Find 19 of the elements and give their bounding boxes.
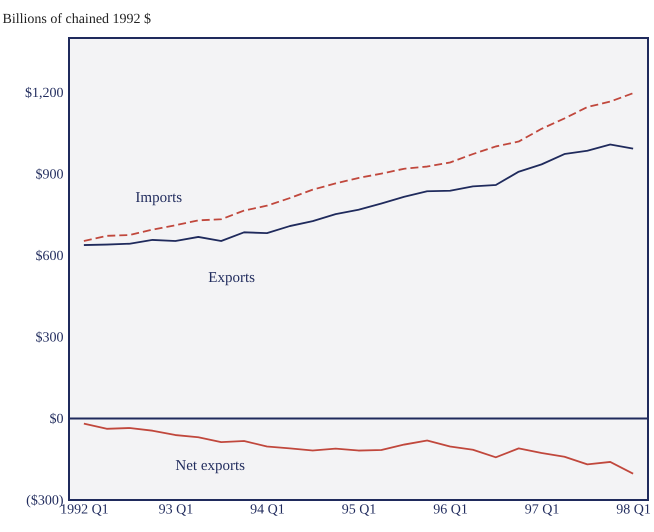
- y-tick-label: $0: [50, 412, 64, 427]
- y-tick-label: ($300): [26, 494, 64, 508]
- line-series: [82, 422, 634, 475]
- y-tick-label: $1,200: [25, 86, 64, 101]
- y-tick-label: $600: [36, 248, 64, 264]
- y-tick-label: $900: [36, 167, 64, 182]
- y-axis-title: Billions of chained 1992 $: [2, 12, 152, 27]
- x-tick-label: 94 Q1: [250, 502, 285, 518]
- x-tick-label: 95 Q1: [342, 502, 376, 518]
- line-series: [82, 144, 634, 246]
- series-label: Net exports: [175, 458, 246, 474]
- text: Exports: [208, 270, 256, 286]
- x-tick-label: 93 Q1: [158, 502, 194, 518]
- y-tick-label: $300: [36, 330, 64, 346]
- series-label: Imports: [135, 190, 182, 206]
- line-series: [82, 92, 634, 242]
- x-tick-label: 98 Q1: [616, 502, 651, 518]
- x-tick-label: 96 Q1: [433, 502, 468, 518]
- x-tick-label: 97 Q1: [524, 502, 560, 518]
